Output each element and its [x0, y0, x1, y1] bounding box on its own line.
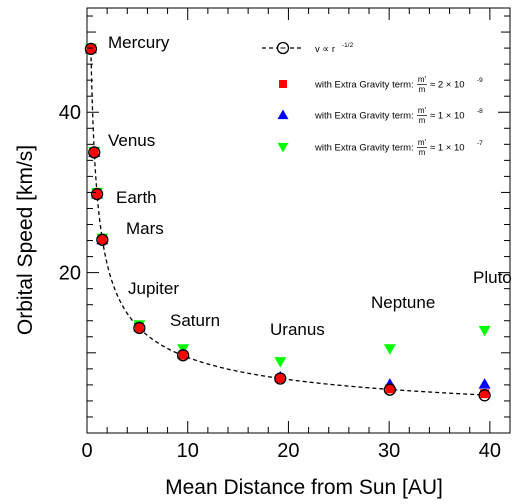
legend-fraction-denominator: m — [419, 148, 426, 157]
legend-fraction-numerator: m' — [418, 75, 427, 84]
x-tick-label: 0 — [81, 440, 92, 462]
legend-fraction-denominator: m — [419, 116, 426, 125]
plot-frame — [86, 7, 511, 434]
marker-square — [480, 389, 490, 399]
marker-open-circle — [383, 383, 396, 396]
legend-label: v ∝ r — [315, 44, 335, 55]
marker-square — [178, 350, 188, 360]
marker-triangle-down — [274, 357, 287, 368]
planet-label-venus: Venus — [108, 131, 155, 150]
legend-approx: ≈ 2 × 10 — [430, 80, 465, 91]
legend-fraction-numerator: m' — [418, 138, 427, 147]
marker-open-circle — [176, 349, 190, 362]
marker-triangle-up — [478, 378, 491, 389]
legend-approx: ≈ 1 × 10 — [430, 111, 465, 122]
marker-layer — [84, 42, 491, 402]
marker-square — [97, 235, 107, 245]
marker-open-circle — [478, 389, 491, 402]
legend-label: with Extra Gravity term: — [314, 111, 414, 122]
marker-open-circle — [84, 42, 98, 56]
planet-label-pluto: Pluto — [473, 268, 512, 287]
legend-triangle-down — [277, 142, 289, 153]
x-tick-label: 10 — [177, 440, 199, 462]
marker-open-circle — [96, 233, 109, 246]
x-tick-label: 20 — [277, 440, 299, 462]
marker-triangle-down — [478, 325, 491, 337]
plot-border — [86, 7, 511, 434]
fit-curve — [90, 50, 490, 396]
marker-square — [92, 189, 102, 199]
marker-triangle-down — [383, 344, 396, 355]
planet-label-jupiter: Jupiter — [128, 279, 179, 298]
marker-open-circle — [90, 187, 104, 201]
x-tick-label: 40 — [479, 440, 501, 462]
marker-square — [89, 147, 99, 157]
marker-square — [385, 384, 395, 394]
legend-triangle-up — [277, 109, 289, 120]
planet-label-mars: Mars — [126, 219, 164, 238]
planet-label-earth: Earth — [116, 188, 157, 207]
x-axis-title: Mean Distance from Sun [AU] — [165, 476, 443, 499]
planet-label-neptune: Neptune — [371, 293, 435, 312]
tick-layer: 0 10 20 30 40 20 40 — [59, 8, 511, 462]
planet-label-mercury: Mercury — [108, 33, 170, 52]
legend-square — [279, 80, 287, 88]
legend-label: with Extra Gravity term: — [314, 80, 414, 91]
planet-label-uranus: Uranus — [270, 320, 325, 339]
marker-open-circle — [274, 372, 287, 385]
legend-fraction-numerator: m' — [418, 106, 427, 115]
marker-square — [275, 373, 285, 383]
legend-superscript: -1/2 — [342, 42, 354, 49]
legend-superscript: -7 — [477, 140, 483, 147]
legend-superscript: -8 — [477, 108, 483, 115]
planet-label-saturn: Saturn — [170, 311, 220, 330]
marker-open-circle — [88, 146, 101, 159]
marker-open-circle — [133, 321, 146, 335]
marker-square — [86, 44, 96, 54]
y-tick-label: 20 — [59, 263, 81, 285]
y-tick-label: 40 — [59, 102, 81, 124]
fit-curve-layer — [90, 50, 490, 396]
legend-superscript: -9 — [477, 77, 483, 84]
marker-square — [134, 323, 144, 333]
x-tick-label: 30 — [378, 440, 400, 462]
legend-label: with Extra Gravity term: — [314, 143, 414, 154]
legend-fraction-denominator: m — [419, 85, 426, 94]
y-axis-title: Orbital Speed [km/s] — [14, 145, 37, 335]
legend-approx: ≈ 1 × 10 — [430, 143, 465, 154]
